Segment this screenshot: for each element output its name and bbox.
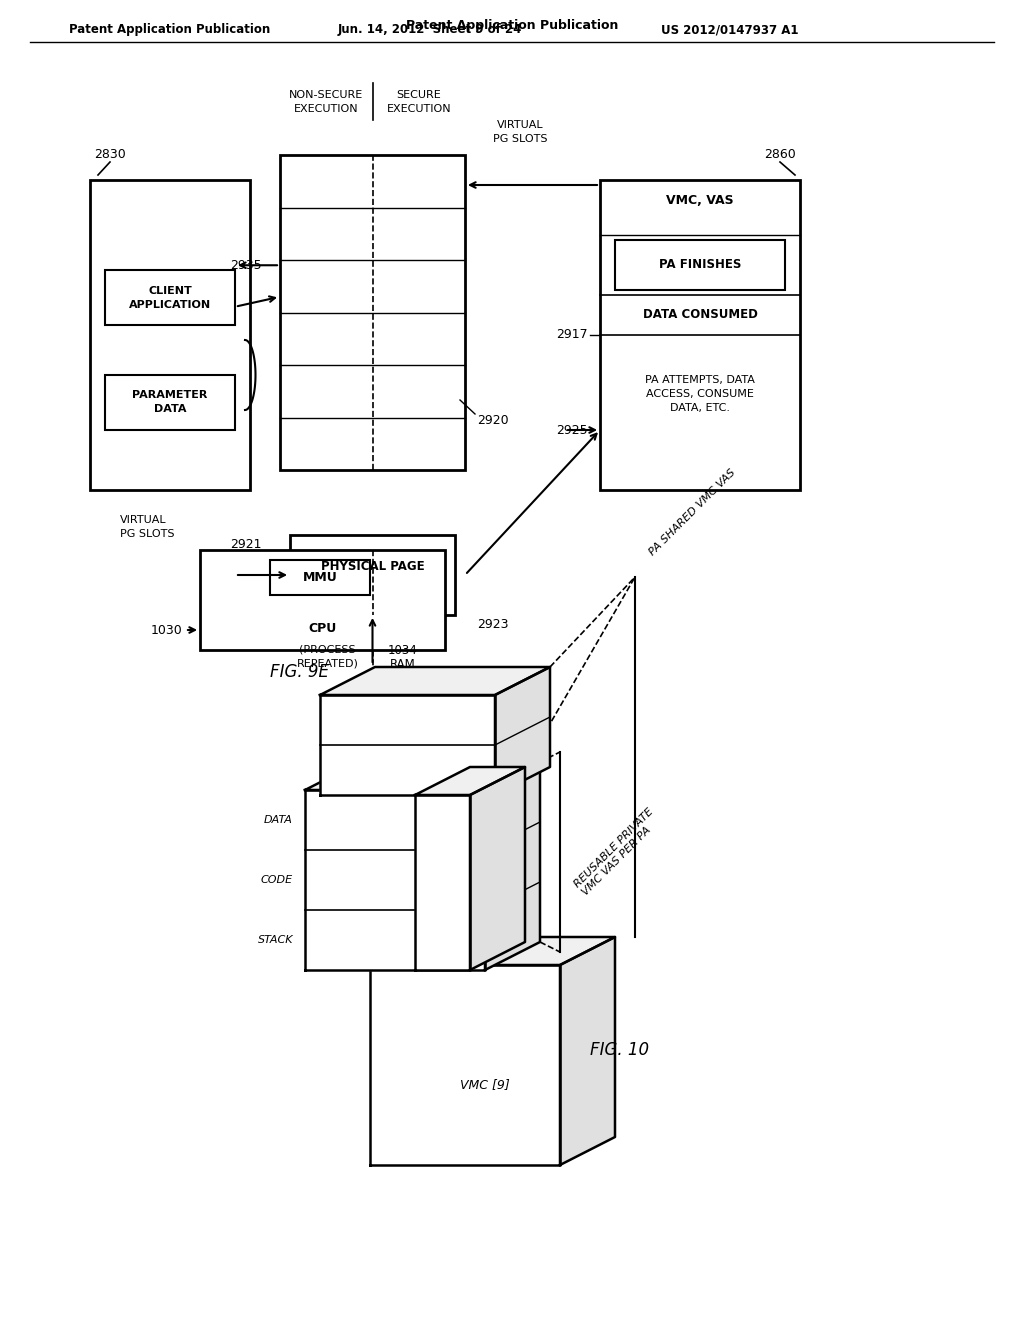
Text: PG SLOTS: PG SLOTS (493, 135, 547, 144)
Text: DATA: DATA (371, 814, 399, 825)
Text: VIRTUAL: VIRTUAL (120, 515, 167, 525)
Text: Jun. 14, 2012  Sheet 9 of 24: Jun. 14, 2012 Sheet 9 of 24 (338, 24, 522, 37)
Bar (290, 535, 455, 615)
Polygon shape (370, 937, 615, 965)
Text: VMC [9]: VMC [9] (460, 1078, 510, 1092)
Bar (280, 154, 465, 470)
Text: PA USER: PA USER (381, 766, 425, 775)
Text: 2920: 2920 (477, 413, 509, 426)
Bar (200, 550, 445, 649)
Text: FIG. 9E: FIG. 9E (270, 663, 330, 681)
Text: STACK: STACK (257, 935, 293, 945)
Text: EXECUTION: EXECUTION (294, 104, 358, 114)
Text: 1030: 1030 (151, 623, 182, 636)
Text: VMC, VAS: VMC, VAS (667, 194, 734, 206)
Text: 2935: 2935 (230, 259, 262, 272)
Polygon shape (485, 762, 540, 970)
Text: US 2012/0147937 A1: US 2012/0147937 A1 (662, 24, 799, 37)
Text: DATA, ETC.: DATA, ETC. (670, 403, 730, 413)
Text: (PROCESS: (PROCESS (299, 645, 355, 655)
Text: STACK: STACK (368, 935, 402, 945)
Text: MMU: MMU (303, 572, 337, 583)
Text: PHYSICAL PAGE: PHYSICAL PAGE (321, 561, 424, 573)
Text: VMC [0]: VMC [0] (385, 933, 435, 946)
Text: 1034: 1034 (388, 644, 418, 656)
Text: 2917: 2917 (556, 329, 588, 342)
Text: DATA CONSUMED: DATA CONSUMED (643, 309, 758, 322)
Text: PA SUPERVISOR: PA SUPERVISOR (361, 715, 443, 725)
Text: DATA: DATA (154, 404, 186, 414)
Text: PA ATTEMPTS, DATA: PA ATTEMPTS, DATA (645, 375, 755, 385)
Text: REPEATED): REPEATED) (297, 659, 358, 669)
Text: PA FINISHES: PA FINISHES (658, 259, 741, 272)
Text: FIG. 10: FIG. 10 (591, 1041, 649, 1059)
Text: PA SHARED VMC VAS: PA SHARED VMC VAS (647, 467, 737, 557)
Text: REUSABLE PRIVATE
VMC VAS PER PA: REUSABLE PRIVATE VMC VAS PER PA (572, 807, 664, 898)
Text: 2925: 2925 (556, 424, 588, 437)
Polygon shape (560, 937, 615, 1166)
Polygon shape (415, 767, 525, 795)
Bar (105, 375, 234, 430)
Text: CODE: CODE (369, 875, 401, 884)
Text: VIRTUAL: VIRTUAL (497, 120, 544, 129)
Text: CLIENT: CLIENT (148, 285, 191, 296)
Bar (90, 180, 250, 490)
Text: ACCESS, CONSUME: ACCESS, CONSUME (646, 389, 754, 399)
Polygon shape (319, 696, 495, 795)
Polygon shape (305, 762, 540, 789)
Text: DATA: DATA (264, 814, 293, 825)
Text: 2923: 2923 (477, 619, 509, 631)
Bar (270, 560, 370, 595)
Bar (600, 180, 800, 490)
Bar (615, 240, 785, 290)
Text: NON-SECURE: NON-SECURE (289, 90, 364, 100)
Text: 2860: 2860 (764, 149, 796, 161)
Polygon shape (370, 965, 560, 1166)
Text: EXECUTION: EXECUTION (386, 104, 451, 114)
Polygon shape (470, 767, 525, 970)
Text: APPLICATION: APPLICATION (129, 300, 211, 309)
Text: PG SLOTS: PG SLOTS (120, 529, 174, 539)
Polygon shape (305, 789, 485, 970)
Text: PARAMETER: PARAMETER (132, 391, 208, 400)
Text: 2830: 2830 (94, 149, 126, 161)
Text: Patent Application Publication: Patent Application Publication (70, 24, 270, 37)
Text: 2921: 2921 (230, 539, 262, 552)
Bar (105, 271, 234, 325)
Text: Patent Application Publication: Patent Application Publication (406, 18, 618, 32)
Text: SECURE: SECURE (396, 90, 441, 100)
Polygon shape (319, 667, 550, 696)
Text: CODE: CODE (261, 875, 293, 884)
Text: CPU: CPU (308, 622, 337, 635)
Polygon shape (415, 795, 470, 970)
Text: RAM: RAM (389, 657, 416, 671)
Polygon shape (495, 667, 550, 795)
